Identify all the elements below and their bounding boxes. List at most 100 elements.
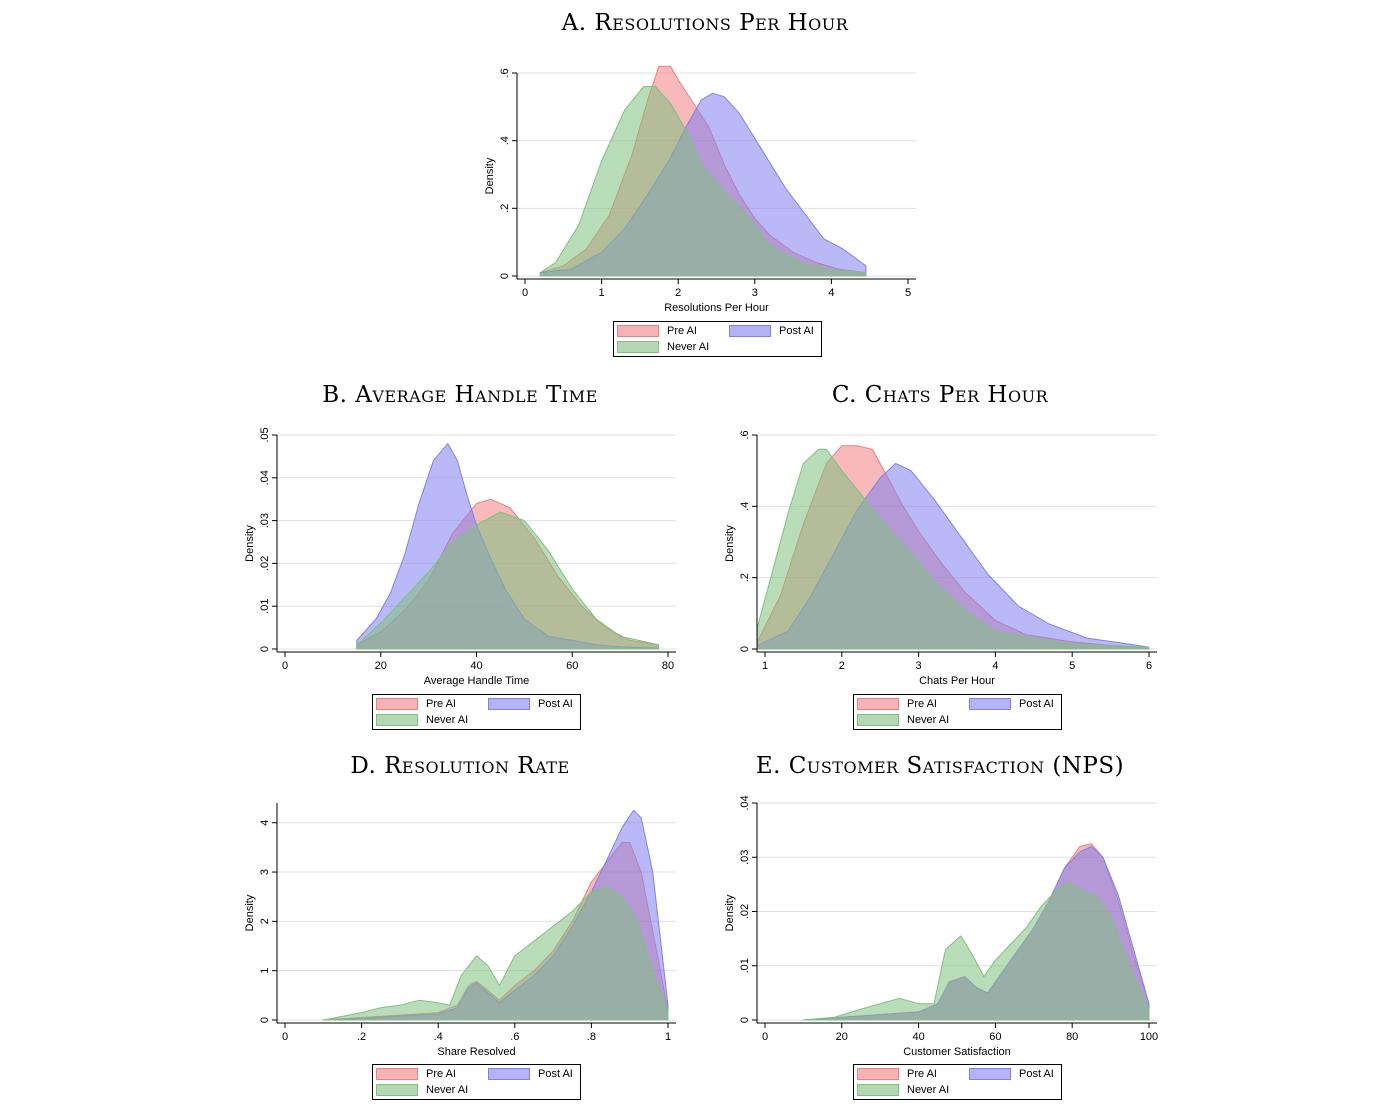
legend-swatch-never-ai	[376, 1084, 418, 1097]
legend-item-pre-ai: Pre AI	[376, 698, 456, 711]
x-tick-label: 2	[839, 660, 845, 672]
panel-c-legend: Pre AI Post AI Never AI	[853, 694, 1062, 730]
x-tick-label: 4	[828, 287, 834, 299]
panel-d-title: D. Resolution Rate	[350, 753, 570, 779]
legend-swatch-pre-ai	[617, 325, 659, 338]
legend-label-never-ai: Never AI	[907, 1084, 950, 1096]
panel-a-legend: Pre AI Post AI Never AI	[613, 321, 822, 357]
legend-swatch-post-ai	[729, 325, 771, 338]
y-axis-title: Density	[484, 157, 496, 194]
legend-label-pre-ai: Pre AI	[426, 698, 456, 710]
y-axis-title: Density	[244, 525, 256, 562]
y-tick-label: .4	[499, 136, 511, 145]
legend-label-never-ai: Never AI	[426, 714, 469, 726]
y-axis-title: Density	[724, 894, 736, 931]
legend-label-pre-ai: Pre AI	[426, 1068, 456, 1080]
legend-swatch-never-ai	[617, 341, 659, 354]
legend-label-post-ai: Post AI	[538, 698, 573, 710]
legend-swatch-never-ai	[376, 714, 418, 727]
y-tick-label: 0	[739, 1017, 751, 1023]
legend-item-never-ai: Never AI	[857, 1084, 949, 1097]
density-area-never-ai	[539, 86, 867, 277]
y-tick-label: .2	[739, 573, 751, 582]
panel-a-title: A. Resolutions Per Hour	[561, 10, 849, 36]
x-tick-label: 60	[566, 660, 578, 672]
x-tick-label: 1	[599, 287, 605, 299]
y-tick-label: 1	[259, 968, 271, 974]
legend-swatch-post-ai	[969, 1068, 1011, 1081]
legend-swatch-pre-ai	[376, 698, 418, 711]
x-tick-label: 5	[905, 287, 911, 299]
y-tick-label: .4	[739, 502, 751, 511]
legend-swatch-pre-ai	[857, 1068, 899, 1081]
x-tick-label: 3	[752, 287, 758, 299]
x-tick-label: 40	[912, 1031, 924, 1043]
x-axis-title: Chats Per Hour	[919, 675, 995, 687]
density-area-never-ai	[756, 448, 1150, 650]
x-tick-label: 2	[675, 287, 681, 299]
x-axis-title: Customer Satisfaction	[903, 1046, 1011, 1058]
panel-d-legend: Pre AI Post AI Never AI	[372, 1064, 581, 1100]
panel-e-title: E. Customer Satisfaction (NPS)	[755, 753, 1125, 779]
y-tick-label: 2	[259, 918, 271, 924]
legend-label-post-ai: Post AI	[1019, 698, 1054, 710]
legend-label-post-ai: Post AI	[779, 325, 814, 337]
x-tick-label: 80	[1066, 1031, 1078, 1043]
legend-item-never-ai: Never AI	[617, 341, 709, 354]
legend-label-post-ai: Post AI	[538, 1068, 573, 1080]
x-tick-label: 3	[916, 660, 922, 672]
x-tick-label: .8	[587, 1031, 596, 1043]
density-area-never-ai	[802, 881, 1150, 1021]
x-tick-label: 6	[1146, 660, 1152, 672]
x-tick-label: 0	[522, 287, 528, 299]
x-tick-label: 4	[992, 660, 998, 672]
x-tick-label: 20	[836, 1031, 848, 1043]
legend-item-never-ai: Never AI	[376, 714, 468, 727]
y-tick-label: 0	[259, 1017, 271, 1023]
y-tick-label: .6	[499, 68, 511, 77]
legend-label-pre-ai: Pre AI	[907, 698, 937, 710]
density-area-never-ai	[322, 886, 669, 1021]
legend-item-never-ai: Never AI	[857, 714, 949, 727]
legend-label-never-ai: Never AI	[907, 714, 950, 726]
legend-label-post-ai: Post AI	[1019, 1068, 1054, 1080]
panel-c-title: C. Chats Per Hour	[831, 382, 1049, 408]
y-tick-label: 3	[259, 869, 271, 875]
x-tick-label: 100	[1140, 1031, 1158, 1043]
legend-item-pre-ai: Pre AI	[617, 325, 697, 338]
x-tick-label: 20	[375, 660, 387, 672]
legend-swatch-post-ai	[969, 698, 1011, 711]
y-tick-label: .01	[259, 599, 271, 614]
legend-item-never-ai: Never AI	[376, 1084, 468, 1097]
panel-e-legend: Pre AI Post AI Never AI	[853, 1064, 1062, 1100]
legend-label-never-ai: Never AI	[667, 341, 710, 353]
y-tick-label: .02	[739, 904, 751, 919]
x-tick-label: 60	[989, 1031, 1001, 1043]
legend-item-post-ai: Post AI	[488, 698, 573, 711]
legend-swatch-never-ai	[857, 714, 899, 727]
panel-b-legend: Pre AI Post AI Never AI	[372, 694, 581, 730]
y-tick-label: .04	[739, 795, 751, 810]
y-tick-label: .2	[499, 204, 511, 213]
legend-item-post-ai: Post AI	[729, 325, 814, 338]
legend-swatch-never-ai	[857, 1084, 899, 1097]
legend-item-post-ai: Post AI	[969, 1068, 1054, 1081]
legend-label-pre-ai: Pre AI	[907, 1068, 937, 1080]
y-tick-label: .03	[259, 513, 271, 528]
x-axis-title: Average Handle Time	[424, 675, 530, 687]
x-tick-label: 80	[662, 660, 674, 672]
y-tick-label: 0	[739, 646, 751, 652]
y-axis-title: Density	[244, 894, 256, 931]
y-tick-label: 0	[499, 273, 511, 279]
x-tick-label: 0	[282, 1031, 288, 1043]
legend-item-pre-ai: Pre AI	[857, 1068, 937, 1081]
x-tick-label: 5	[1069, 660, 1075, 672]
y-tick-label: .05	[259, 427, 271, 442]
legend-item-pre-ai: Pre AI	[376, 1068, 456, 1081]
legend-swatch-post-ai	[488, 698, 530, 711]
